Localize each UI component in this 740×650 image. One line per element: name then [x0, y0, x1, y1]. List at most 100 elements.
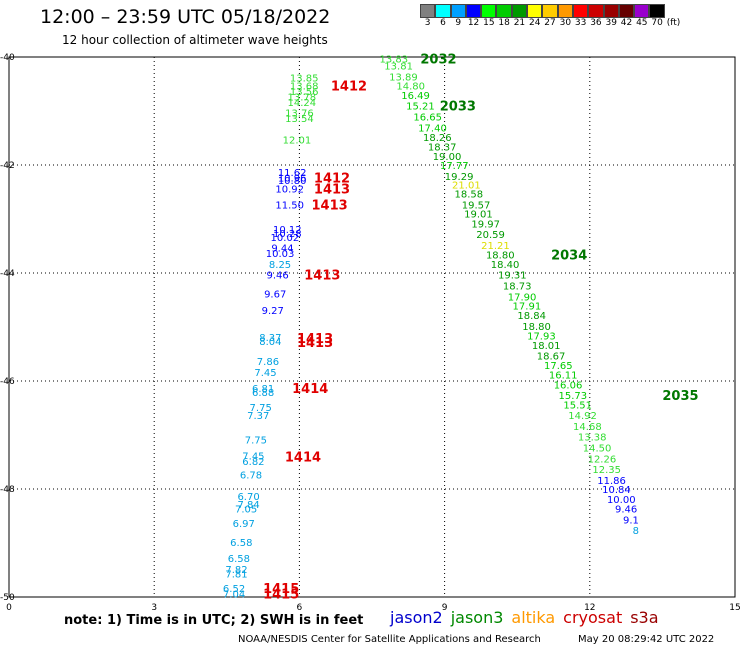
legend-label: 24	[529, 18, 541, 28]
data-point-label: 7.45	[242, 452, 264, 463]
chart-title: 12:00 – 23:59 UTC 05/18/2022	[40, 6, 331, 28]
legend-swatch	[435, 4, 451, 18]
data-point-label: 10.02	[271, 233, 300, 244]
data-point-label: 7.75	[245, 435, 267, 446]
legend-labels: 3 6 9 12 15 18 21 24 27 30 33 36 39 42 45 70 (ft)	[420, 18, 681, 28]
data-point-label: 13.81	[384, 62, 413, 73]
data-point-label: 6.82	[242, 457, 264, 468]
data-point-label: 18.26	[423, 133, 452, 144]
satellite-label: altika	[511, 608, 556, 627]
legend-label: 70	[651, 18, 663, 28]
satellite-label: cryosat	[563, 608, 623, 627]
data-point-label: 13.56	[290, 87, 319, 98]
data-point-label: 19.31	[498, 271, 527, 282]
x-tick-label: 0	[6, 603, 12, 613]
orbit-label: 1414	[285, 451, 321, 466]
data-point-label: 13.76	[285, 109, 314, 120]
legend-swatch	[481, 4, 497, 18]
data-point-label: 6.97	[233, 519, 255, 530]
data-point-label: 9.46	[615, 505, 637, 516]
data-point-label: 18.80	[486, 251, 515, 262]
data-point-label: 20.59	[476, 230, 505, 241]
legend-label: 36	[590, 18, 602, 28]
data-point-label: 16.06	[554, 380, 583, 391]
data-point-label: 18.84	[517, 311, 546, 322]
data-point-label: 17.90	[508, 292, 537, 303]
legend-label: 12	[467, 18, 480, 28]
data-point-label: 14.24	[287, 98, 316, 109]
data-point-label: 7.81	[225, 569, 247, 580]
legend-swatch	[450, 4, 466, 18]
data-point-label: 7.04	[223, 589, 245, 600]
legend-label: 42	[620, 18, 633, 28]
y-tick-label: -48	[0, 485, 15, 495]
data-point-label: 19.57	[462, 201, 491, 212]
data-point-label: 6.81	[252, 384, 274, 395]
orbit-label: 1413	[312, 199, 348, 214]
footer-timestamp: May 20 08:29:42 UTC 2022	[578, 634, 715, 645]
orbit-label: 1412	[331, 80, 367, 95]
x-tick-label: 3	[151, 603, 157, 613]
legend-label: 33	[574, 18, 587, 28]
data-point-label: 16.49	[401, 91, 430, 102]
data-point-label: 8.25	[269, 260, 291, 271]
satellite-legend: jason2 jason3 altika cryosat s3a	[390, 608, 667, 627]
data-point-label: 13.89	[389, 73, 418, 84]
data-point-label: 10.28	[273, 229, 302, 240]
data-point-label: 14.92	[568, 411, 597, 422]
orbit-label: 1415	[263, 587, 299, 602]
orbit-label: 2035	[662, 389, 698, 404]
data-point-label: 13.78	[287, 93, 316, 104]
data-point-label: 7.86	[257, 357, 279, 368]
data-point-label: 11.86	[597, 476, 626, 487]
data-point-label: 17.65	[544, 361, 573, 372]
data-point-label: 17.40	[418, 123, 447, 134]
legend-label: 18	[498, 18, 510, 28]
legend-swatch	[496, 4, 512, 18]
x-tick-label: 9	[442, 603, 448, 613]
data-point-label: 12.26	[588, 454, 617, 465]
data-point-label: 10.92	[275, 184, 304, 195]
legend-swatch	[649, 4, 665, 18]
data-point-label: 9.44	[271, 244, 293, 255]
data-point-label: 14.50	[583, 444, 612, 455]
chart-subtitle: 12 hour collection of altimeter wave hei…	[62, 33, 328, 47]
plot-frame	[8, 56, 736, 598]
data-point-label: 9.67	[264, 290, 286, 301]
data-point-label: 6.88	[252, 388, 274, 399]
data-point-label: 17.91	[513, 301, 542, 312]
data-point-label: 19.00	[433, 152, 462, 163]
orbit-label: 1414	[292, 382, 328, 397]
legend-swatch	[618, 4, 635, 18]
legend-swatch	[603, 4, 619, 18]
data-point-label: 13.85	[290, 74, 319, 85]
legend-label: 30	[559, 18, 572, 28]
data-point-label: 19.97	[471, 219, 500, 230]
legend-label: 27	[544, 18, 556, 28]
data-point-label: 19.29	[445, 172, 474, 183]
y-tick-label: -50	[0, 593, 15, 603]
orbit-label: 2034	[551, 249, 587, 264]
data-point-label: 21.21	[481, 241, 510, 252]
data-point-label: 9.27	[262, 306, 284, 317]
data-point-label: 7.84	[237, 500, 259, 511]
data-point-label: 18.40	[491, 260, 520, 271]
data-point-label: 7.37	[247, 411, 269, 422]
data-point-label: 7.45	[254, 368, 276, 379]
data-point-label: 17.93	[527, 332, 556, 343]
color-legend: 3 6 9 12 15 18 21 24 27 30 33 36 39 42 45 70 (ft)	[420, 4, 680, 28]
footer-note: note: 1) Time is in UTC; 2) SWH is in fe…	[64, 613, 364, 628]
data-point-label: 8.04	[259, 337, 281, 348]
orbit-label: 2032	[420, 53, 456, 68]
data-point-label: 6.58	[228, 554, 250, 565]
data-point-label: 6.78	[240, 471, 262, 482]
data-point-label: 15.73	[559, 391, 588, 402]
legend-label: 39	[605, 18, 617, 28]
data-point-label: 16.65	[413, 112, 442, 123]
orbit-label: 1413	[314, 182, 350, 197]
data-point-label: 21.01	[452, 181, 481, 192]
data-point-label: 6.58	[230, 538, 252, 549]
data-point-label: 10.12	[273, 225, 302, 236]
data-point-label: 15.21	[406, 102, 435, 113]
